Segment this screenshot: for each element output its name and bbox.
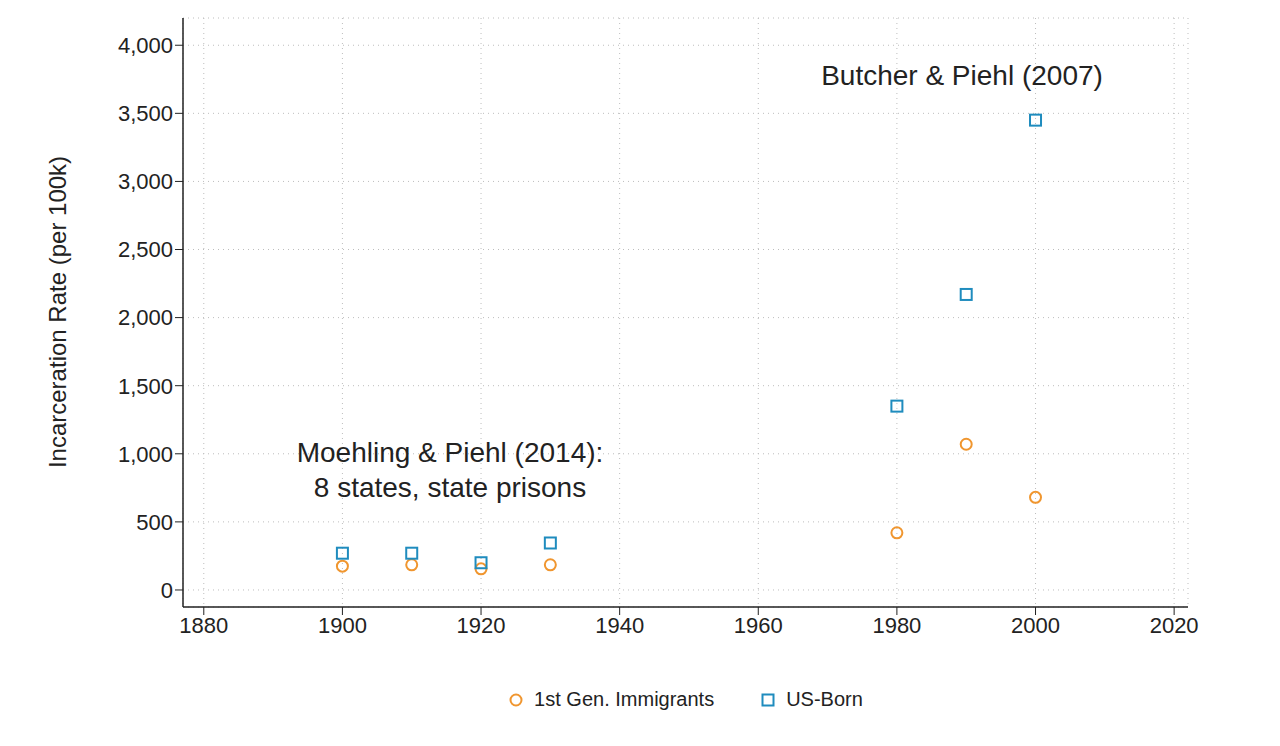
svg-text:0: 0 — [161, 578, 173, 603]
svg-text:2,000: 2,000 — [118, 305, 173, 330]
html-text:Butcher & Piehl (2007): Butcher & Piehl (2007) — [821, 59, 1103, 91]
html-text:Incarceration Rate (per 100k): Incarceration Rate (per 100k) — [44, 155, 71, 469]
html-text:1st Gen. Immigrants: 1st Gen. Immigrants — [534, 688, 715, 710]
svg-text:1,000: 1,000 — [118, 442, 173, 467]
html-text:Moehling & Piehl (2014): 8 sta: Moehling & Piehl (2014): 8 states, state… — [296, 437, 604, 503]
svg-text:2,500: 2,500 — [118, 237, 173, 262]
svg-text:4,000: 4,000 — [118, 33, 173, 58]
svg-text:3,500: 3,500 — [118, 101, 173, 126]
svg-text:3,000: 3,000 — [118, 169, 173, 194]
svg-text:1880: 1880 — [179, 613, 228, 638]
svg-text:2020: 2020 — [1150, 613, 1199, 638]
html-text:US-Born: US-Born — [786, 688, 863, 710]
svg-text:1900: 1900 — [318, 613, 367, 638]
svg-text:1920: 1920 — [457, 613, 506, 638]
svg-text:2000: 2000 — [1011, 613, 1060, 638]
svg-text:1940: 1940 — [595, 613, 644, 638]
svg-text:1980: 1980 — [872, 613, 921, 638]
svg-text:1960: 1960 — [734, 613, 783, 638]
svg-text:1,500: 1,500 — [118, 374, 173, 399]
svg-text:500: 500 — [136, 510, 173, 535]
